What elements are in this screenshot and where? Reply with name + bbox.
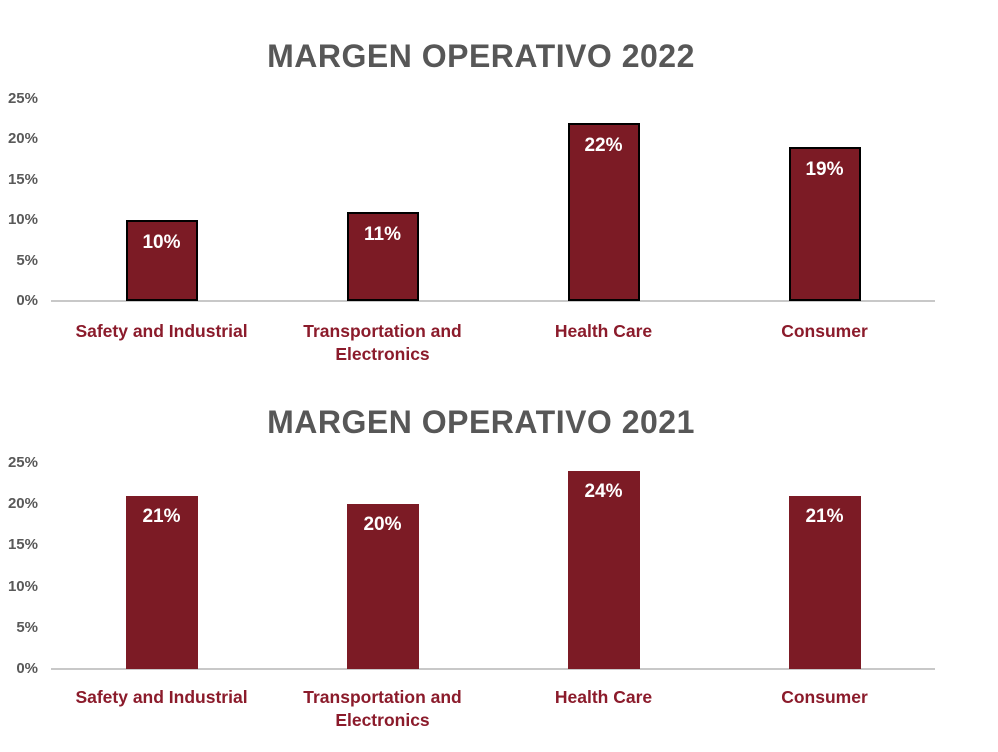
category-label: Safety and Industrial: [75, 321, 248, 341]
y-axis-tick-label: 20%: [7, 130, 38, 148]
y-axis-tick-label: 10%: [7, 577, 38, 595]
x-axis-line: [51, 668, 935, 670]
category-label: Health Care: [554, 321, 653, 341]
category-label: Transportation and Electronics: [303, 321, 462, 365]
category-label: Safety and Industrial: [75, 687, 248, 707]
bar-value-label: 21%: [805, 506, 844, 527]
bar-value-label: 24%: [584, 481, 623, 502]
category-label: Transportation and Electronics: [303, 687, 462, 731]
bar-health-care: 22%: [567, 123, 640, 301]
y-axis-tick-label: 0%: [16, 660, 38, 677]
bar-safety-and-industrial: 10%: [125, 220, 198, 301]
bar-value-label: 20%: [363, 514, 402, 535]
y-axis-tick-label: 20%: [7, 495, 38, 513]
bar-value-label: 19%: [805, 159, 844, 180]
category-label: Consumer: [781, 321, 868, 341]
y-axis-tick-label: 5%: [16, 251, 38, 269]
category-label: Health Care: [554, 687, 653, 707]
plot-area: 10% 11% 22% 19%: [51, 99, 935, 302]
y-axis-tick-label: 10%: [7, 211, 38, 229]
chart-title: MARGEN OPERATIVO 2021: [267, 404, 695, 440]
bar-consumer: 21%: [788, 496, 861, 669]
bar-value-label: 22%: [584, 135, 623, 156]
bar-value-label: 21%: [142, 506, 181, 527]
y-axis-tick-label: 25%: [7, 90, 38, 107]
y-axis-tick-label: 25%: [7, 454, 38, 471]
bar-consumer: 19%: [788, 147, 861, 301]
category-label: Consumer: [781, 687, 868, 707]
bar-value-label: 10%: [142, 232, 181, 253]
y-axis-tick-label: 15%: [7, 170, 38, 188]
y-axis-tick-label: 15%: [7, 536, 38, 554]
bar-transportation-and-electronics: 20%: [346, 504, 419, 669]
bar-health-care: 24%: [567, 471, 640, 669]
x-axis-line: [51, 300, 935, 302]
y-axis-tick-label: 5%: [16, 618, 38, 636]
chart-margen-operativo-2021: MARGEN OPERATIVO 2021 25% 20% 15% 10% 5% 0% 2…: [0, 390, 998, 752]
plot-area: 21% 20% 24% 21%: [51, 463, 935, 670]
chart-margen-operativo-2022: MARGEN OPERATIVO 2022 25% 20% 15% 10% 5% 0% 1…: [7, 38, 935, 365]
bar-safety-and-industrial: 21%: [125, 496, 198, 669]
bar-transportation-and-electronics: 11%: [346, 212, 419, 301]
chart-title: MARGEN OPERATIVO 2022: [267, 38, 695, 74]
y-axis-tick-label: 0%: [16, 292, 38, 309]
bar-value-label: 11%: [364, 224, 401, 245]
